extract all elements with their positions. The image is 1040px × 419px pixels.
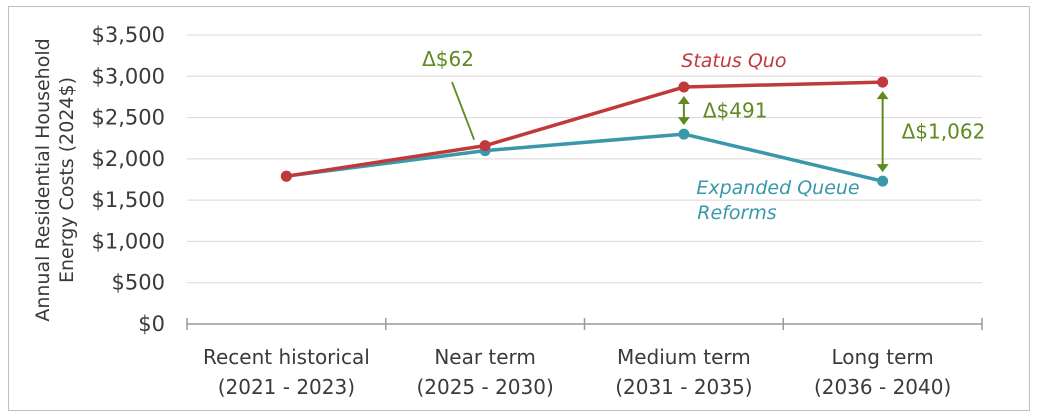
x-tick-label: Near term (2025 - 2030) <box>416 345 553 399</box>
series-line <box>286 132 884 183</box>
arrow-head <box>677 96 690 105</box>
axes <box>186 318 983 330</box>
annotation-label: Δ$491 <box>703 99 768 123</box>
series-layer <box>280 76 889 187</box>
y-tick-label: $1,000 <box>92 229 165 253</box>
series-label-expanded-queue: Expanded Queue Reforms <box>696 177 859 224</box>
annotation-leader-line <box>451 81 475 140</box>
x-tick-label: Long term (2036 - 2040) <box>814 345 951 399</box>
y-tick-label: $1,500 <box>92 188 165 212</box>
y-tick-label: $500 <box>112 271 165 295</box>
data-point <box>678 81 690 93</box>
gridlines <box>187 34 982 284</box>
y-tick-label: $0 <box>138 312 165 336</box>
x-tick-label: Recent historical (2021 - 2023) <box>203 345 370 399</box>
data-point <box>280 170 292 182</box>
arrow-head <box>876 91 889 100</box>
data-point <box>877 175 889 187</box>
y-tick-label: $3,000 <box>92 64 165 88</box>
annotation-label: Δ$62 <box>422 47 474 71</box>
y-axis-label: Annual Residential Household Energy Costs… <box>32 38 78 321</box>
data-point <box>678 128 690 140</box>
y-tick-label: $2,000 <box>92 147 165 171</box>
arrow-head <box>677 117 690 126</box>
x-tick-label: Medium term (2031 - 2035) <box>615 345 752 399</box>
series-line <box>286 80 883 178</box>
chart-frame <box>8 6 1030 411</box>
data-point <box>877 76 889 88</box>
y-tick-label: $3,500 <box>92 23 165 47</box>
labels: $0 $500 $1,000 $1,500 $2,000 $2,500 $3,000 $3,5… <box>32 23 951 399</box>
data-point <box>479 140 491 152</box>
series-label-status-quo: Status Quo <box>681 50 786 72</box>
annotations: Δ$62 Δ$491 Δ$1,062 <box>422 47 986 173</box>
annotation-label: Δ$1,062 <box>902 120 986 144</box>
y-tick-label: $2,500 <box>92 106 165 130</box>
arrow-head <box>876 164 889 173</box>
